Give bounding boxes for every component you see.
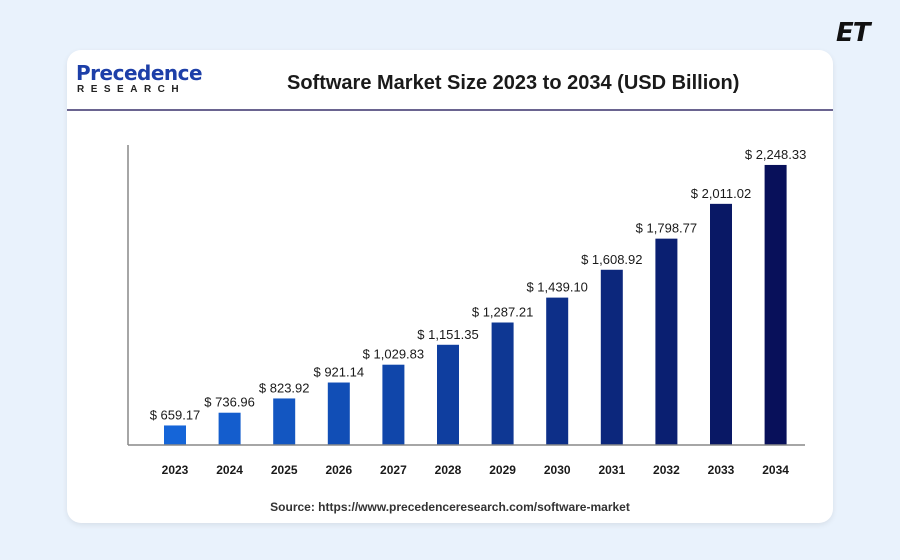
bar-2028 <box>437 344 459 445</box>
data-label: $ 1,439.10 <box>526 280 587 295</box>
x-tick-label: 2033 <box>708 463 735 477</box>
bar-2031 <box>600 269 623 445</box>
x-tick-label: 2023 <box>162 463 189 477</box>
x-tick-label: 2026 <box>325 463 352 477</box>
x-tick-label: 2024 <box>216 463 243 477</box>
data-label: $ 2,011.02 <box>691 186 751 201</box>
bar-2033 <box>710 203 732 445</box>
bar-2024 <box>218 412 241 445</box>
x-tick-label: 2029 <box>489 463 516 477</box>
brand-subname: RESEARCH <box>77 84 186 95</box>
chart-title: Software Market Size 2023 to 2034 (USD B… <box>287 72 740 94</box>
data-label: $ 1,798.77 <box>636 221 697 236</box>
bar-2032 <box>655 238 678 445</box>
source-note: Source: https://www.precedenceresearch.c… <box>270 500 630 514</box>
bar-2030 <box>546 297 569 445</box>
data-label: $ 921.14 <box>313 365 364 380</box>
x-tick-label: 2034 <box>762 463 789 477</box>
et-logo: ET <box>836 18 870 48</box>
header-divider <box>67 109 833 111</box>
bar-2026 <box>327 382 350 445</box>
bar-2025 <box>273 398 296 445</box>
data-label: $ 659.17 <box>150 407 201 422</box>
data-label: $ 736.96 <box>204 395 255 410</box>
data-label: $ 1,287.21 <box>472 305 533 320</box>
x-tick-label: 2030 <box>544 463 571 477</box>
data-label: $ 2,248.33 <box>745 147 806 162</box>
data-label: $ 1,151.35 <box>417 327 478 342</box>
x-tick-label: 2028 <box>435 463 462 477</box>
bar-2034 <box>764 164 787 445</box>
data-label: $ 823.92 <box>259 380 310 395</box>
x-tick-label: 2031 <box>598 463 625 477</box>
data-label: $ 1,608.92 <box>581 252 642 267</box>
bar-2023 <box>164 425 186 445</box>
brand-name: Precedence <box>76 61 203 85</box>
bar-2027 <box>382 364 405 445</box>
x-tick-label: 2032 <box>653 463 680 477</box>
data-label: $ 1,029.83 <box>363 347 424 362</box>
x-tick-label: 2025 <box>271 463 298 477</box>
x-tick-label: 2027 <box>380 463 407 477</box>
bar-2029 <box>491 322 514 445</box>
precedence-research-logo: Precedence RESEARCH <box>76 61 203 95</box>
